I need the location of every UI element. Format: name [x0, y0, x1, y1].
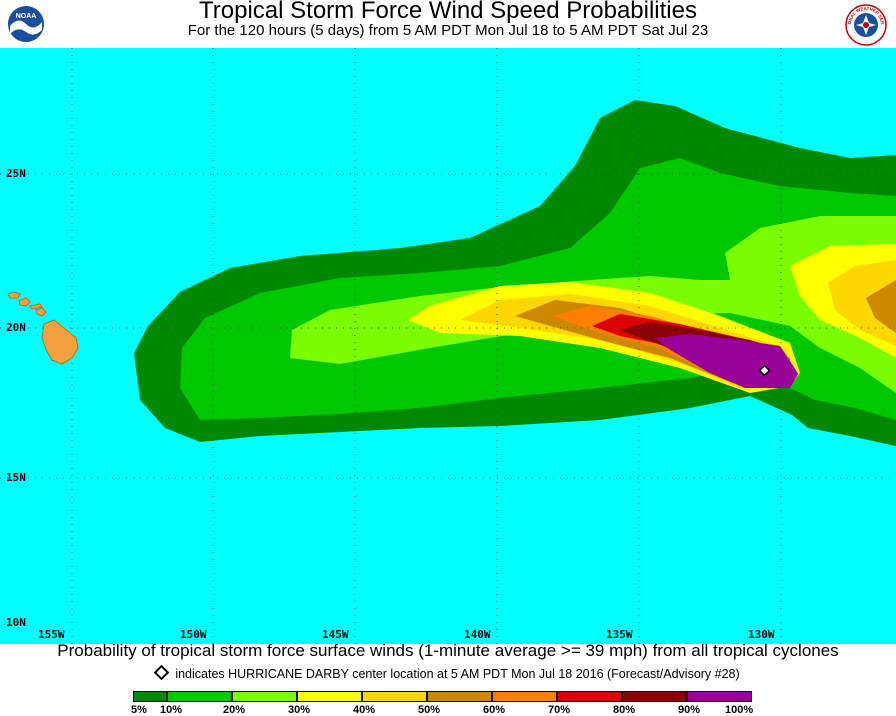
- lat-label-10n: 10N: [6, 616, 26, 629]
- page-subtitle: For the 120 hours (5 days) from 5 AM PDT…: [187, 22, 709, 39]
- lat-label-20n: 20N: [6, 321, 26, 334]
- legend-swatch-70: [557, 691, 622, 702]
- lon-label-150w: 150W: [180, 628, 207, 641]
- storm-center-marker: [758, 364, 771, 377]
- storm-center-note: indicates HURRICANE DARBY center locatio…: [0, 664, 896, 681]
- legend-swatch-60: [492, 691, 557, 702]
- lat-label-15n: 15N: [6, 471, 26, 484]
- header: NOAA Tropical Storm Force Wind Speed Pro…: [0, 0, 896, 48]
- prob-90-area: [655, 334, 798, 388]
- legend-swatch-50: [427, 691, 492, 702]
- legend-label-70: 70%: [548, 704, 571, 716]
- legend-swatch-80: [622, 691, 687, 702]
- diamond-icon: [154, 664, 170, 681]
- page-title: Tropical Storm Force Wind Speed Probabil…: [199, 0, 697, 24]
- lon-label-155w: 155W: [38, 628, 65, 641]
- hawaii-islands: [7, 291, 79, 365]
- legend-swatch-5: [133, 691, 167, 702]
- probability-map: [0, 48, 896, 644]
- island-oahu: [18, 297, 31, 307]
- island-maui: [35, 307, 47, 317]
- legend-label-50: 50%: [418, 704, 441, 716]
- legend-label-10: 10%: [160, 704, 183, 716]
- legend-label-60: 60%: [483, 704, 506, 716]
- legend-label-100: 100%: [725, 704, 754, 716]
- noaa-logo-text: NOAA: [16, 13, 37, 20]
- legend-label-5: 5%: [131, 704, 147, 716]
- island-hawaii: [41, 319, 79, 365]
- legend-label-80: 80%: [613, 704, 636, 716]
- lon-label-135w: 135W: [606, 628, 633, 641]
- map-caption: Probability of tropical storm force surf…: [57, 641, 839, 660]
- lat-label-25n: 25N: [6, 167, 26, 180]
- legend-label-90: 90%: [678, 704, 701, 716]
- legend-swatch-10: [167, 691, 232, 702]
- legend-swatch-20: [232, 691, 297, 702]
- legend-label-20: 20%: [223, 704, 246, 716]
- legend-swatch-40: [362, 691, 427, 702]
- legend-label-30: 30%: [288, 704, 311, 716]
- island-kauai: [7, 291, 21, 299]
- lon-label-130w: 130W: [748, 628, 775, 641]
- island-molokai: [29, 303, 43, 310]
- legend-swatch-90: [687, 691, 752, 702]
- legend-swatch-30: [297, 691, 362, 702]
- lon-label-145w: 145W: [322, 628, 349, 641]
- map-grid: [0, 48, 896, 644]
- nws-logo-icon: NATIONAL WEATHER SERVICE: [843, 0, 887, 51]
- storm-center-note-text: indicates HURRICANE DARBY center locatio…: [175, 667, 740, 681]
- noaa-logo-icon: NOAA: [6, 4, 46, 49]
- legend-label-40: 40%: [353, 704, 376, 716]
- lon-label-140w: 140W: [464, 628, 491, 641]
